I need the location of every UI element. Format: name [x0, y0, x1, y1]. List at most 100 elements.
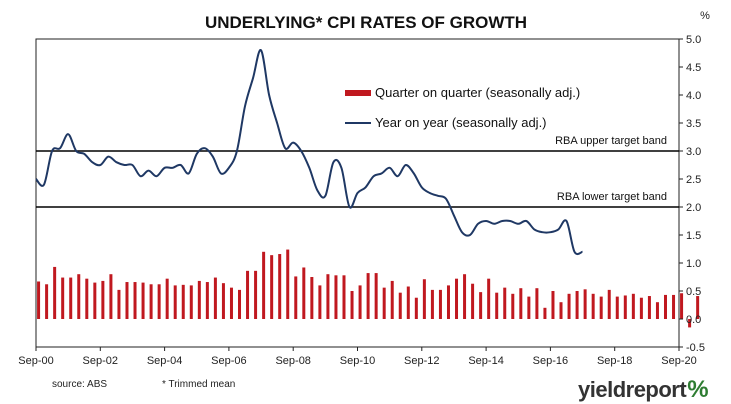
reference-line-label: RBA upper target band [555, 135, 667, 147]
qoq-bar [229, 287, 233, 319]
y-tick-label: 4.0 [686, 90, 701, 102]
qoq-bar [583, 289, 587, 319]
qoq-bar [85, 278, 89, 319]
qoq-bar [543, 307, 547, 319]
legend: Quarter on quarter (seasonally adj.) Yea… [345, 85, 580, 130]
legend-swatch-bar [345, 90, 371, 96]
qoq-bar [471, 283, 475, 319]
qoq-bar [37, 281, 41, 319]
qoq-bar [141, 282, 145, 319]
qoq-bar [607, 289, 611, 319]
qoq-bar [615, 296, 619, 319]
qoq-bar [575, 291, 579, 319]
yoy-line [35, 49, 583, 256]
qoq-bar [479, 292, 483, 319]
qoq-bar [213, 277, 217, 319]
qoq-bar [631, 293, 635, 319]
qoq-bar [173, 285, 177, 319]
x-tick-label: Sep-20 [661, 355, 696, 367]
qoq-bar [688, 319, 692, 328]
qoq-bar [672, 294, 676, 319]
qoq-bar [334, 275, 338, 319]
qoq-bar [77, 274, 81, 319]
x-tick-label: Sep-02 [83, 355, 118, 367]
qoq-bar [93, 282, 97, 319]
qoq-bar [422, 279, 426, 319]
qoq-bar [278, 254, 282, 319]
legend-label-year: Year on year (seasonally adj.) [375, 115, 547, 130]
qoq-bar [655, 302, 659, 319]
qoq-bar [551, 291, 555, 319]
source-note: source: ABS [52, 379, 107, 390]
qoq-bar [639, 297, 643, 319]
qoq-bar [125, 282, 129, 319]
qoq-bar [342, 275, 346, 319]
qoq-bar [406, 286, 410, 319]
reference-line-label: RBA lower target band [557, 191, 667, 203]
qoq-bar [519, 288, 523, 319]
y-tick-label: 2.5 [686, 174, 701, 186]
qoq-bar [302, 267, 306, 319]
y-tick-label: -0.5 [686, 342, 705, 354]
qoq-bar [511, 293, 515, 319]
qoq-bar [270, 255, 274, 319]
qoq-bar [69, 277, 73, 319]
qoq-bar [350, 291, 354, 319]
x-tick-label: Sep-04 [147, 355, 182, 367]
qoq-bar [318, 285, 322, 319]
qoq-bar [286, 249, 290, 319]
qoq-bar [181, 284, 185, 319]
y-tick-label: 3.5 [686, 118, 701, 130]
qoq-bar [45, 284, 49, 319]
qoq-bar [109, 274, 113, 319]
y-axis-unit: % [700, 10, 710, 22]
qoq-bar [559, 302, 563, 319]
qoq-bar [535, 288, 539, 319]
qoq-bar [326, 274, 330, 319]
qoq-bar [205, 282, 209, 319]
qoq-bar [382, 287, 386, 319]
x-tick-label: Sep-16 [533, 355, 568, 367]
x-tick-label: Sep-12 [404, 355, 439, 367]
qoq-bar [398, 292, 402, 319]
qoq-bar [414, 297, 418, 319]
qoq-bar [680, 293, 684, 319]
qoq-bar [165, 278, 169, 319]
qoq-bar [567, 293, 571, 319]
x-tick-label: Sep-08 [275, 355, 310, 367]
y-tick-label: 1.0 [686, 258, 701, 270]
qoq-bar [503, 287, 507, 319]
reference-lines: RBA upper target band RBA lower target ba… [36, 135, 679, 208]
qoq-bar [238, 289, 242, 319]
qoq-bar [157, 284, 161, 319]
qoq-bar [599, 296, 603, 319]
line-series-year-on-year [35, 49, 583, 256]
logo-text: yieldreport [578, 377, 687, 402]
qoq-bar [390, 280, 394, 319]
qoq-bar [294, 276, 298, 319]
qoq-bar [197, 280, 201, 319]
footnote-trimmed-mean: * Trimmed mean [162, 379, 235, 390]
y-tick-label: 2.0 [686, 202, 701, 214]
x-tick-label: Sep-06 [211, 355, 246, 367]
x-tick-label: Sep-18 [597, 355, 632, 367]
qoq-bar [149, 284, 153, 319]
y-tick-label: 0.5 [686, 286, 701, 298]
y-tick-label: 3.0 [686, 146, 701, 158]
qoq-bar [623, 295, 627, 319]
qoq-bar [358, 285, 362, 319]
y-tick-label: 1.5 [686, 230, 701, 242]
qoq-bar [189, 285, 193, 319]
y-tick-label: 5.0 [686, 34, 701, 46]
y-tick-label: 0.0 [686, 314, 701, 326]
qoq-bar [133, 282, 137, 319]
x-tick-label: Sep-10 [340, 355, 375, 367]
y-axis-ticks: 5.0 4.5 4.0 3.5 3.0 2.5 2.0 1.5 1.0 0.5 0.0 -0.5 [679, 34, 705, 354]
qoq-bar [61, 277, 65, 319]
bar-series-quarter-on-quarter [37, 249, 700, 328]
qoq-bar [374, 273, 378, 319]
qoq-bar [262, 251, 266, 319]
chart-title: UNDERLYING* CPI RATES OF GROWTH [205, 13, 527, 32]
qoq-bar [487, 278, 491, 319]
